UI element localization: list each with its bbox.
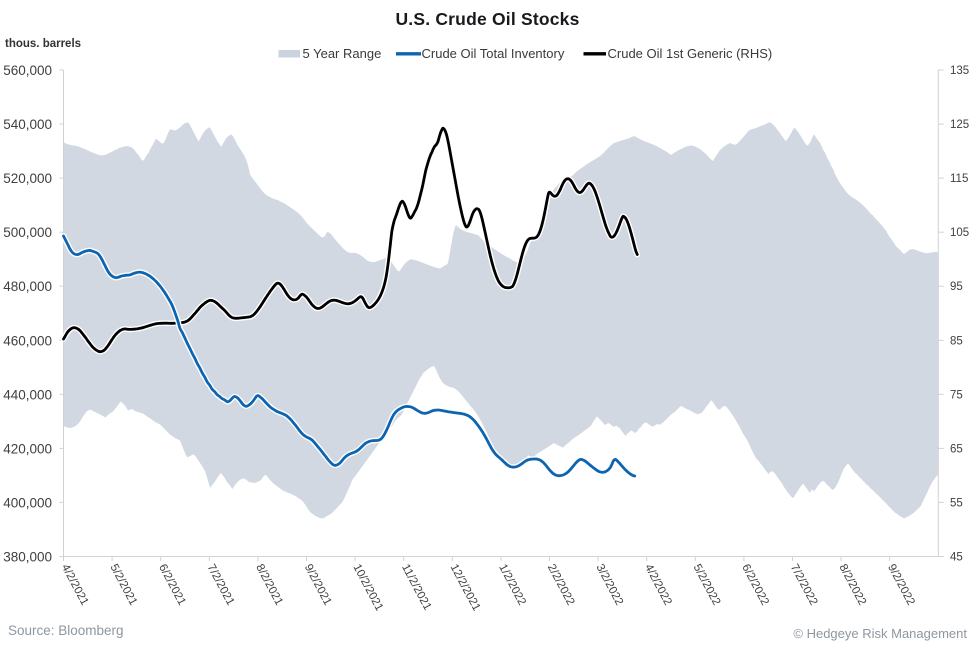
svg-text:3/2/2022: 3/2/2022 [593,562,625,607]
svg-text:5/2/2022: 5/2/2022 [691,562,723,607]
svg-text:5/2/2021: 5/2/2021 [107,562,139,607]
svg-text:45: 45 [950,552,963,564]
svg-text:1/2/2022: 1/2/2022 [496,562,528,607]
svg-text:480,000: 480,000 [3,279,52,294]
svg-text:440,000: 440,000 [3,387,52,402]
svg-text:460,000: 460,000 [3,333,52,348]
svg-text:125: 125 [950,119,969,131]
svg-text:8/2/2022: 8/2/2022 [836,562,868,607]
svg-text:65: 65 [950,443,963,455]
svg-text:7/2/2022: 7/2/2022 [788,562,820,607]
svg-text:560,000: 560,000 [3,63,52,78]
svg-text:11/2/2021: 11/2/2021 [399,562,433,612]
svg-text:4/2/2022: 4/2/2022 [642,562,674,607]
svg-text:400,000: 400,000 [3,495,52,510]
svg-text:75: 75 [950,389,963,401]
svg-text:9/2/2022: 9/2/2022 [885,562,917,607]
svg-text:10/2/2021: 10/2/2021 [350,562,385,613]
svg-text:95: 95 [950,281,963,293]
svg-text:12/2/2021: 12/2/2021 [448,562,483,613]
svg-text:9/2/2021: 9/2/2021 [302,562,334,607]
svg-text:6/2/2021: 6/2/2021 [156,562,188,607]
svg-text:Crude Oil 1st Generic (RHS): Crude Oil 1st Generic (RHS) [608,46,773,61]
svg-text:7/2/2021: 7/2/2021 [205,562,237,607]
svg-text:500,000: 500,000 [3,225,52,240]
svg-text:2/2/2022: 2/2/2022 [545,562,577,607]
svg-text:520,000: 520,000 [3,171,52,186]
svg-text:115: 115 [950,173,968,185]
svg-text:5 Year Range: 5 Year Range [303,46,382,61]
svg-text:105: 105 [950,227,969,239]
svg-text:55: 55 [950,497,963,509]
svg-text:135: 135 [950,65,969,77]
svg-text:85: 85 [950,335,963,347]
svg-text:8/2/2021: 8/2/2021 [253,562,285,607]
svg-text:6/2/2022: 6/2/2022 [739,562,771,607]
svg-text:Crude Oil Total Inventory: Crude Oil Total Inventory [422,46,565,61]
svg-text:540,000: 540,000 [3,117,52,132]
svg-text:4/2/2021: 4/2/2021 [59,562,91,607]
svg-text:380,000: 380,000 [3,550,52,565]
svg-text:420,000: 420,000 [3,441,52,456]
